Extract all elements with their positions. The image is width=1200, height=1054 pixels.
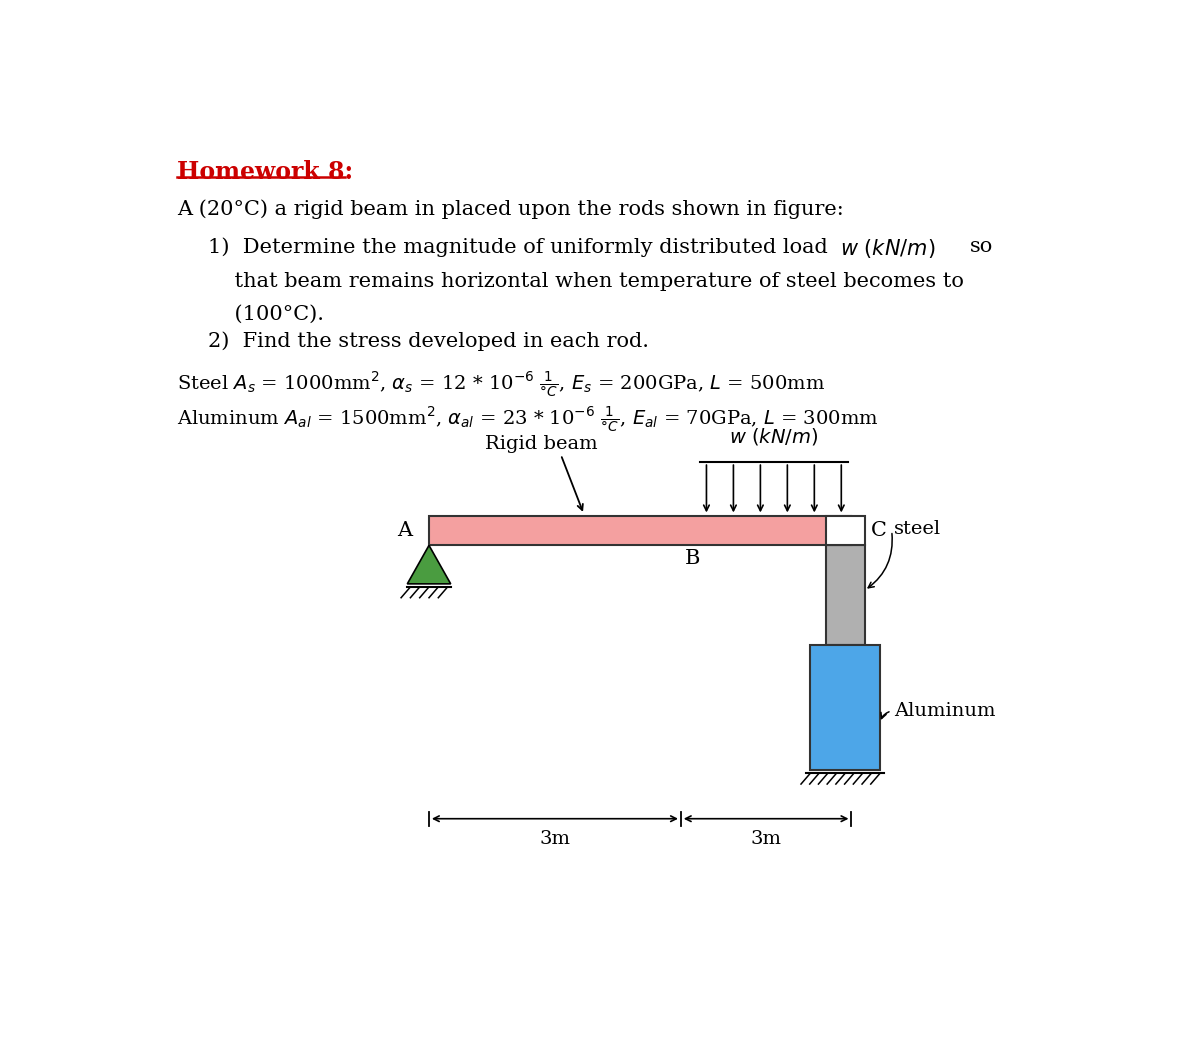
Text: Steel $A_s$ = 1000mm$^2$, $\alpha_s$ = 12 * 10$^{-6}$ $\frac{1}{°C}$, $E_s$ = 20: Steel $A_s$ = 1000mm$^2$, $\alpha_s$ = 1… [178, 370, 826, 399]
Bar [810, 645, 880, 770]
Bar [826, 516, 864, 545]
Text: so: so [970, 237, 994, 256]
Bar [430, 516, 851, 545]
Text: A (20°C) a rigid beam in placed upon the rods shown in figure:: A (20°C) a rigid beam in placed upon the… [178, 199, 844, 218]
Text: Rigid beam: Rigid beam [485, 435, 598, 453]
Text: that beam remains horizontal when temperature of steel becomes to: that beam remains horizontal when temper… [208, 272, 964, 291]
Text: Aluminum $A_{al}$ = 1500mm$^2$, $\alpha_{al}$ = 23 * 10$^{-6}$ $\frac{1}{°C}$, $: Aluminum $A_{al}$ = 1500mm$^2$, $\alpha_… [178, 405, 878, 434]
Text: C: C [871, 522, 887, 541]
Text: 3m: 3m [540, 831, 570, 848]
Polygon shape [407, 545, 451, 584]
Text: Aluminum: Aluminum [894, 702, 996, 720]
Bar [826, 545, 864, 645]
Text: A: A [397, 522, 412, 541]
Text: steel: steel [894, 521, 941, 539]
Text: Homework 8:: Homework 8: [178, 160, 353, 184]
Text: 3m: 3m [751, 831, 781, 848]
Text: 2)  Find the stress developed in each rod.: 2) Find the stress developed in each rod… [208, 331, 649, 351]
Text: $w\ (kN/m)$: $w\ (kN/m)$ [730, 426, 818, 447]
Text: B: B [685, 549, 700, 568]
Text: 1)  Determine the magnitude of uniformly distributed load: 1) Determine the magnitude of uniformly … [208, 237, 834, 257]
Text: $w\ (kN/m)$: $w\ (kN/m)$ [840, 237, 935, 260]
Text: (100°C).: (100°C). [208, 305, 324, 325]
